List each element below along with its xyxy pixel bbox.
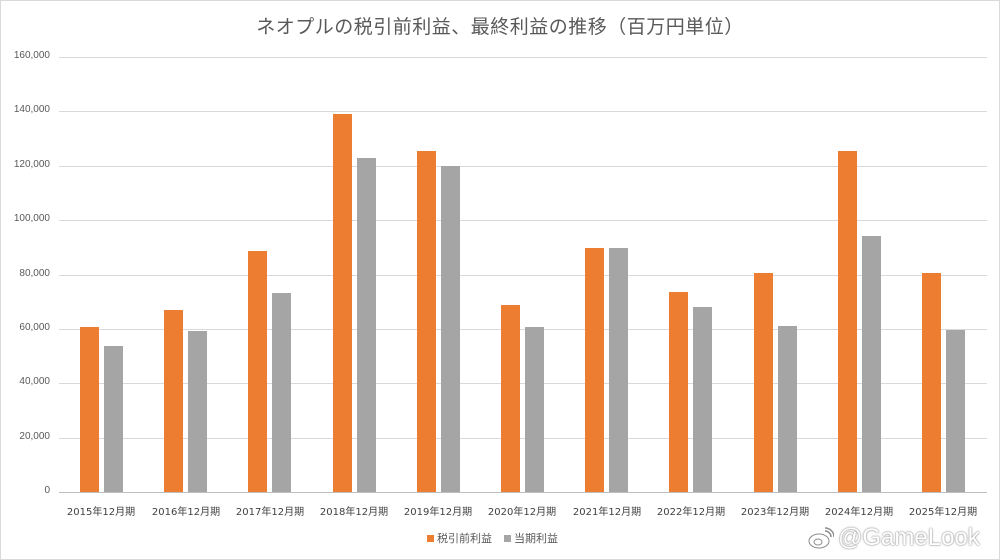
bar-pretax[interactable]	[164, 310, 183, 492]
bar-net[interactable]	[778, 326, 797, 492]
x-tick-label: 2017年12月期	[235, 507, 305, 518]
legend-swatch-net	[504, 534, 511, 542]
weibo-icon	[808, 527, 834, 549]
x-tick-label: 2019年12月期	[403, 507, 473, 518]
bar-pretax[interactable]	[333, 114, 352, 492]
y-tick-label: 80,000	[19, 268, 50, 279]
gridline	[59, 275, 987, 276]
bar-net[interactable]	[188, 331, 207, 492]
gridline	[59, 383, 987, 384]
gridline	[59, 329, 987, 330]
gridline	[59, 57, 987, 58]
gridline	[59, 166, 987, 167]
bar-pretax[interactable]	[80, 327, 99, 492]
bar-pretax[interactable]	[669, 292, 688, 492]
y-tick-label: 120,000	[13, 159, 50, 170]
watermark: @GameLook	[808, 524, 980, 552]
gridline	[59, 438, 987, 439]
x-tick-label: 2023年12月期	[740, 507, 810, 518]
x-axis-line	[59, 492, 987, 493]
x-tick-label: 2020年12月期	[487, 507, 557, 518]
x-tick-label: 2022年12月期	[656, 507, 726, 518]
bar-net[interactable]	[441, 166, 460, 492]
bar-pretax[interactable]	[585, 248, 604, 492]
x-tick-label: 2021年12月期	[572, 507, 642, 518]
chart-title: ネオプルの税引前利益、最終利益の推移（百万円単位）	[256, 16, 744, 38]
bar-pretax[interactable]	[922, 273, 941, 492]
y-tick-label: 0	[44, 485, 50, 496]
x-tick-label: 2016年12月期	[151, 507, 221, 518]
x-tick-label: 2024年12月期	[824, 507, 894, 518]
legend-label-net: 当期利益	[514, 532, 558, 545]
bar-net[interactable]	[609, 248, 628, 492]
watermark-text: @GameLook	[838, 524, 980, 551]
x-tick-label: 2015年12月期	[66, 507, 136, 518]
bar-net[interactable]	[862, 236, 881, 492]
legend-item-net[interactable]: 当期利益	[504, 530, 558, 546]
y-tick-label: 140,000	[13, 104, 50, 115]
y-tick-label: 100,000	[13, 213, 50, 224]
bar-pretax[interactable]	[248, 251, 267, 492]
legend: 税引前利益 当期利益	[427, 530, 558, 546]
bar-net[interactable]	[525, 327, 544, 492]
bar-pretax[interactable]	[417, 151, 436, 492]
bar-net[interactable]	[693, 307, 712, 492]
bar-net[interactable]	[357, 158, 376, 492]
y-tick-label: 20,000	[19, 431, 50, 442]
bar-pretax[interactable]	[754, 273, 773, 492]
y-tick-label: 40,000	[19, 376, 50, 387]
x-tick-label: 2025年12月期	[908, 507, 978, 518]
bar-net[interactable]	[104, 346, 123, 492]
x-tick-label: 2018年12月期	[319, 507, 389, 518]
y-tick-label: 60,000	[19, 322, 50, 333]
gridline	[59, 111, 987, 112]
legend-item-pretax[interactable]: 税引前利益	[427, 530, 492, 546]
bar-pretax[interactable]	[501, 305, 520, 492]
bar-net[interactable]	[946, 330, 965, 492]
bar-net[interactable]	[272, 293, 291, 492]
legend-label-pretax: 税引前利益	[437, 532, 492, 545]
legend-swatch-pretax	[427, 534, 434, 542]
gridline	[59, 220, 987, 221]
bar-pretax[interactable]	[838, 151, 857, 492]
y-tick-label: 160,000	[13, 50, 50, 61]
